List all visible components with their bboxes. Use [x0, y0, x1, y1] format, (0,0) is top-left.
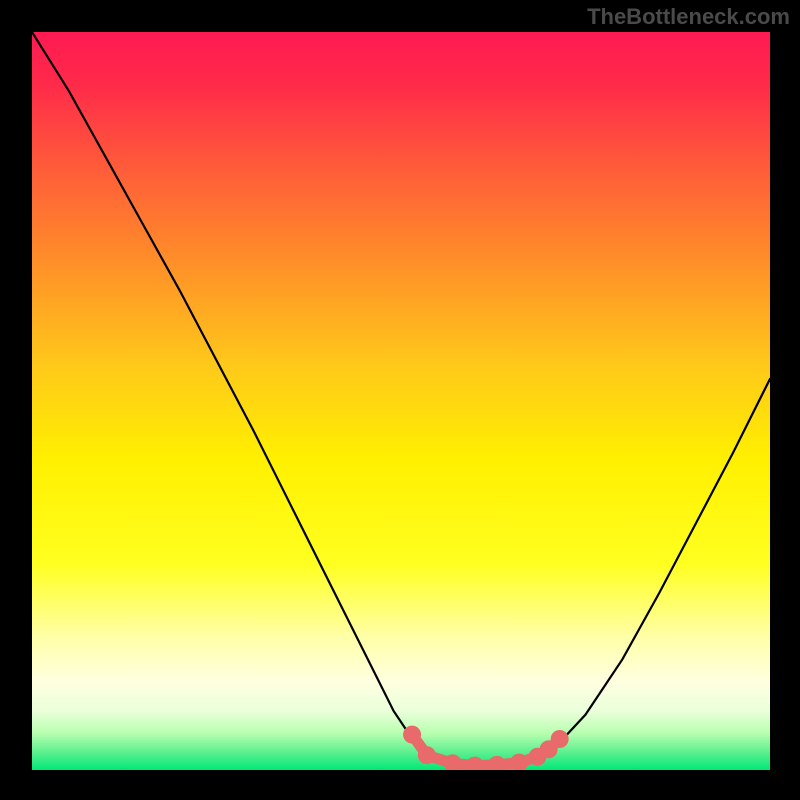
marker-dot [418, 746, 436, 764]
watermark-text: TheBottleneck.com [587, 4, 790, 30]
chart-container: TheBottleneck.com [0, 0, 800, 800]
marker-dot [551, 730, 569, 748]
bottleneck-curve [32, 32, 770, 767]
marker-dot [466, 757, 484, 770]
marker-dot [488, 756, 506, 770]
chart-svg [32, 32, 770, 770]
marker-dot [403, 726, 421, 744]
plot-area [32, 32, 770, 770]
